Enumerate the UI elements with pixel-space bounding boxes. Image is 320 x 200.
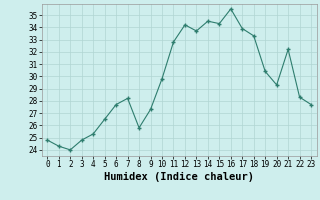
X-axis label: Humidex (Indice chaleur): Humidex (Indice chaleur) (104, 172, 254, 182)
